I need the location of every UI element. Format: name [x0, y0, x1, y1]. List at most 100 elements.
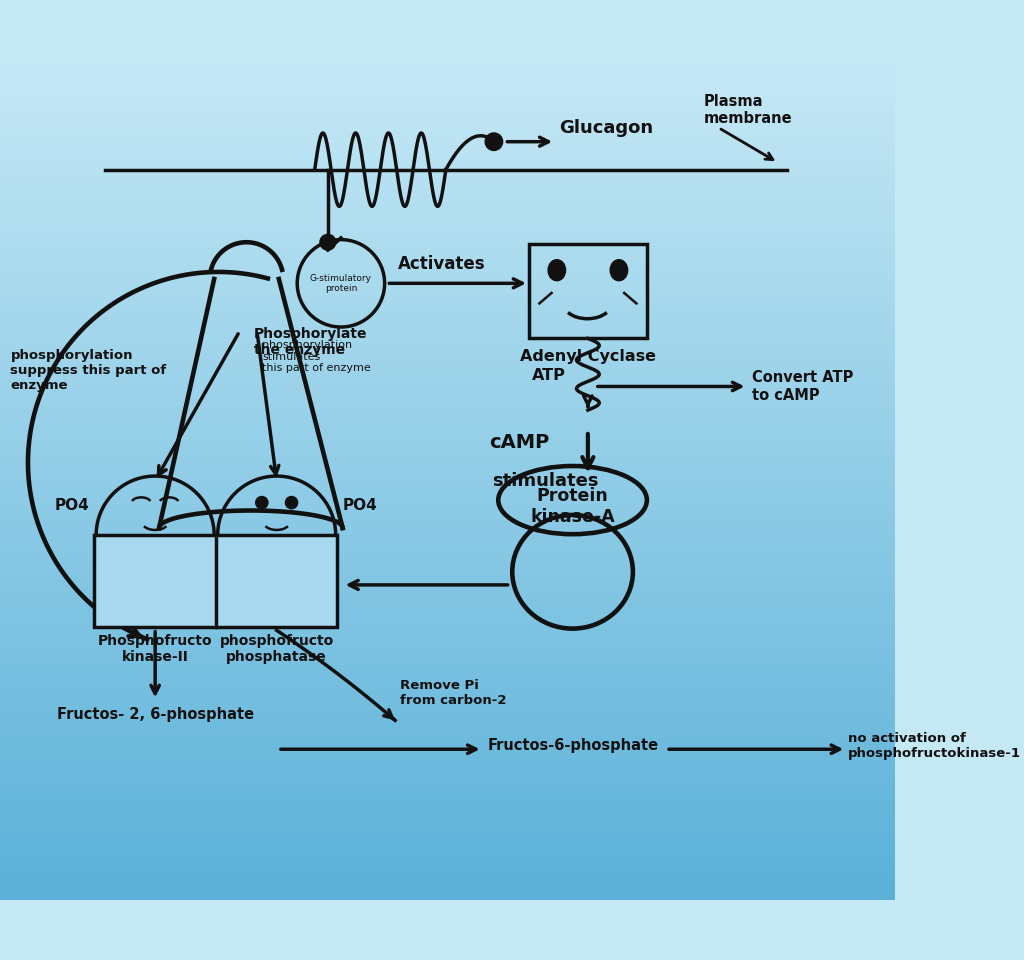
Bar — [0, 149, 895, 153]
Bar — [0, 682, 895, 685]
Bar — [0, 669, 895, 673]
Bar — [0, 220, 895, 224]
Bar — [0, 719, 895, 724]
Bar — [0, 707, 895, 710]
Bar — [0, 190, 895, 195]
Bar — [0, 232, 895, 236]
Bar — [0, 878, 895, 883]
Bar — [0, 556, 895, 560]
Bar — [0, 119, 895, 123]
Bar — [0, 618, 895, 623]
Bar — [0, 468, 895, 471]
Bar — [0, 413, 895, 417]
Bar — [0, 623, 895, 627]
Bar — [0, 153, 895, 156]
Bar — [0, 749, 895, 753]
Bar — [0, 253, 895, 257]
Bar — [0, 610, 895, 614]
Bar — [0, 165, 895, 170]
Text: phosphofructo
phosphatase: phosphofructo phosphatase — [219, 634, 334, 664]
Text: Activates: Activates — [397, 254, 485, 273]
Text: Phosphorylate
the enzyme: Phosphorylate the enzyme — [254, 327, 367, 357]
Bar — [0, 199, 895, 204]
Bar — [0, 703, 895, 707]
Bar — [0, 317, 895, 321]
Bar — [0, 136, 895, 140]
Bar — [0, 664, 895, 669]
Bar — [0, 811, 895, 816]
Bar — [0, 211, 895, 216]
Bar — [0, 547, 895, 551]
Bar — [0, 539, 895, 543]
Bar — [0, 421, 895, 425]
Bar — [0, 128, 895, 132]
Bar — [0, 832, 895, 837]
Bar — [0, 250, 895, 253]
Bar — [0, 98, 895, 103]
Bar — [0, 560, 895, 564]
Bar — [0, 60, 895, 64]
Bar — [0, 245, 895, 250]
Text: PO4: PO4 — [343, 498, 378, 513]
Bar — [0, 333, 895, 337]
Bar — [0, 652, 895, 657]
Bar — [0, 522, 895, 526]
Text: G-stimulatory
protein: G-stimulatory protein — [310, 274, 372, 293]
Bar — [0, 589, 895, 593]
Bar — [0, 501, 895, 505]
Bar — [0, 492, 895, 496]
Bar — [0, 677, 895, 682]
Bar — [0, 156, 895, 161]
Bar — [0, 443, 895, 446]
Bar — [0, 648, 895, 652]
Bar — [0, 526, 895, 530]
Circle shape — [319, 234, 336, 251]
Bar — [0, 756, 895, 761]
Bar — [0, 291, 895, 296]
Bar — [0, 312, 895, 317]
Bar — [0, 342, 895, 346]
Bar — [0, 790, 895, 795]
Bar — [0, 828, 895, 832]
Bar — [0, 77, 895, 82]
Bar — [0, 744, 895, 749]
Bar — [0, 464, 895, 468]
Bar — [0, 728, 895, 732]
Bar — [0, 110, 895, 115]
Text: Adenyl Cyclase: Adenyl Cyclase — [520, 348, 656, 364]
Bar — [0, 329, 895, 333]
Text: Glucagon: Glucagon — [559, 119, 653, 137]
Text: Fructos-6-phosphate: Fructos-6-phosphate — [487, 738, 658, 754]
Bar — [0, 275, 895, 278]
Text: phosphorylation
stimulates
this part of enzyme: phosphorylation stimulates this part of … — [262, 340, 371, 373]
Bar — [0, 673, 895, 677]
Text: PO4: PO4 — [54, 498, 89, 513]
Bar — [0, 690, 895, 694]
Bar — [0, 614, 895, 618]
Bar — [0, 224, 895, 228]
Bar — [0, 484, 895, 489]
Bar — [0, 300, 895, 303]
Bar — [0, 841, 895, 845]
Bar — [0, 517, 895, 522]
Bar — [0, 496, 895, 501]
Bar — [0, 862, 895, 866]
Bar — [0, 283, 895, 287]
Bar — [0, 866, 895, 870]
Bar — [0, 606, 895, 610]
Bar — [0, 216, 895, 220]
Bar — [0, 480, 895, 484]
Bar — [0, 132, 895, 136]
Bar — [0, 535, 895, 539]
Bar — [0, 807, 895, 811]
Bar — [0, 371, 895, 375]
Bar — [0, 896, 895, 900]
Bar — [0, 530, 895, 535]
Bar — [0, 850, 895, 853]
Bar — [0, 446, 895, 450]
Bar — [0, 303, 895, 308]
Bar — [0, 489, 895, 492]
Bar — [0, 204, 895, 207]
Circle shape — [286, 496, 298, 509]
Bar — [0, 736, 895, 740]
